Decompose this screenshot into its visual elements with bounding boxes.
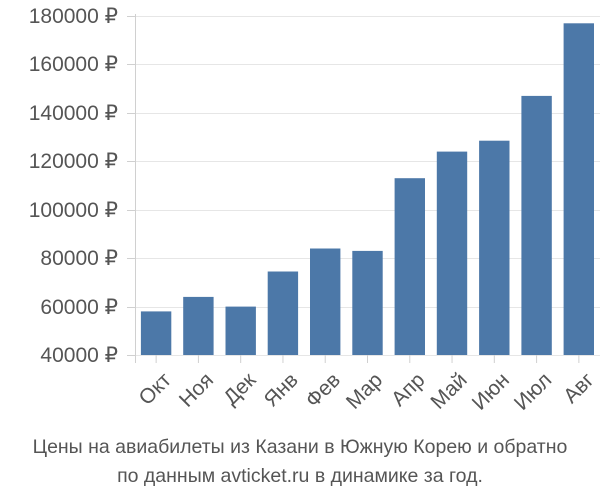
y-tick-label: 60000 ₽ — [40, 296, 118, 319]
bar-2 — [183, 296, 214, 355]
y-tick-label: 160000 ₽ — [29, 53, 118, 76]
bar-11 — [563, 23, 594, 356]
bar-5 — [310, 248, 341, 355]
x-tick-label: Ноя — [175, 368, 218, 411]
y-tick-label: 100000 ₽ — [29, 199, 118, 222]
x-tick-label: Фев — [301, 368, 345, 412]
x-tick-label: Авг — [559, 368, 599, 408]
y-tick-label: 180000 ₽ — [29, 5, 118, 28]
bar-10 — [521, 95, 552, 356]
y-tick-label: 80000 ₽ — [40, 247, 118, 270]
x-tick-label: Мар — [342, 368, 387, 413]
y-tick-label: 140000 ₽ — [29, 102, 118, 125]
chart-caption-line-1: Цены на авиабилеты из Казани в Южную Кор… — [32, 436, 568, 458]
bar-4 — [267, 271, 299, 355]
x-tick-label: Окт — [135, 368, 177, 410]
y-tick-labels: 40000 ₽ 60000 ₽ 80000 ₽ 100000 ₽ 120000 ₽ 140… — [29, 5, 118, 367]
y-tick-label: 40000 ₽ — [40, 344, 118, 367]
bar-7 — [394, 178, 425, 355]
x-tick-label: Июл — [510, 368, 556, 414]
bar-3 — [225, 306, 256, 355]
bar-chart: 40000 ₽ 60000 ₽ 80000 ₽ 100000 ₽ 120000 ₽ 140… — [29, 5, 600, 415]
bars — [140, 23, 594, 356]
x-tick-label: Янв — [260, 368, 303, 411]
bar-1 — [140, 311, 172, 355]
x-tick-label: Май — [426, 368, 471, 413]
chart-caption-line-2: по данным avticket.ru в динамике за год. — [117, 465, 483, 487]
x-tick-label: Дек — [219, 368, 261, 410]
x-tick-label: Апр — [387, 368, 429, 410]
x-tick-label: Июн — [468, 368, 514, 414]
bar-8 — [436, 151, 468, 355]
axes — [127, 14, 580, 363]
bar-6 — [352, 250, 383, 355]
y-tick-label: 120000 ₽ — [29, 150, 118, 173]
bar-9 — [479, 140, 510, 355]
